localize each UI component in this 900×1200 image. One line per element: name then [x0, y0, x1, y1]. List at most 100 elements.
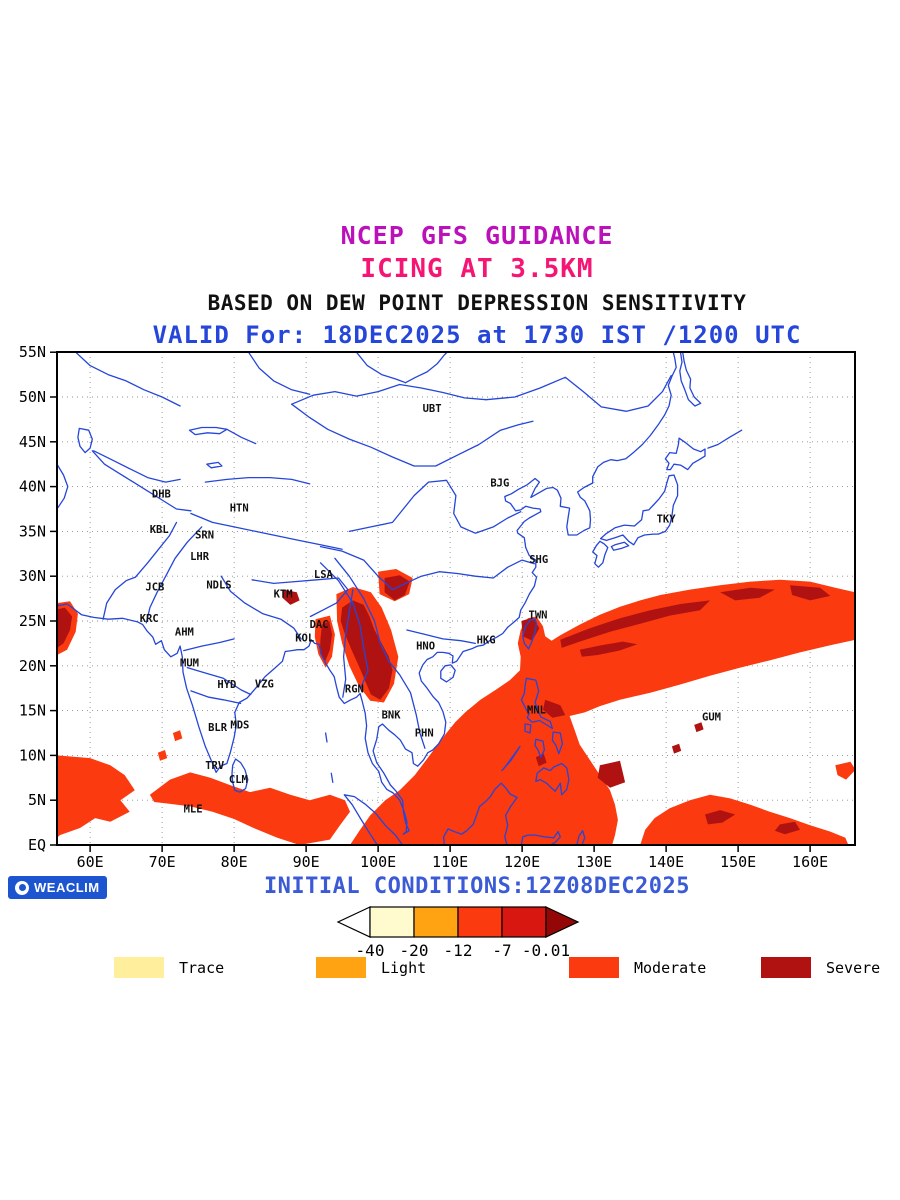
icing-region-moderate: [640, 794, 849, 845]
station-label-ndls: NDLS: [206, 580, 231, 592]
station-label-dhb: DHB: [152, 488, 171, 500]
station-label-htn: HTN: [230, 503, 249, 515]
station-label-mle: MLE: [184, 804, 203, 816]
lon-tick-label: 160E: [792, 853, 828, 870]
legend-label-light: Light: [381, 958, 427, 977]
legend-swatch-light: [316, 957, 366, 978]
icing-region-severe: [774, 821, 800, 835]
legend-item-light: Light: [316, 957, 426, 978]
colorbar-segment: [369, 906, 415, 938]
station-label-clm: CLM: [229, 774, 248, 786]
station-label-rgn: RGN: [345, 684, 364, 696]
page-title: NCEP GFS GUIDANCE: [340, 221, 614, 250]
lat-tick-label: 30N: [19, 567, 46, 585]
icing-region-severe: [720, 587, 775, 601]
icing-regions-layer: [57, 569, 855, 845]
coastlines-layer: [57, 352, 743, 845]
icing-region-severe: [319, 621, 332, 663]
lon-tick-label: 140E: [648, 853, 684, 870]
icing-region-severe: [282, 589, 300, 605]
station-label-hyd: HYD: [217, 679, 236, 691]
legend-item-moderate: Moderate: [569, 957, 706, 978]
station-label-hkg: HKG: [477, 634, 496, 646]
lon-tick-label: 80E: [221, 853, 248, 870]
icing-region-severe: [543, 699, 566, 718]
legend-swatch-moderate: [569, 957, 619, 978]
colorbar-segment: [413, 906, 459, 938]
station-label-bjg: BJG: [490, 478, 509, 490]
lat-tick-label: 15N: [19, 702, 46, 720]
station-label-ubt: UBT: [423, 403, 442, 415]
icing-region-moderate: [57, 755, 135, 838]
valid-time-line: VALID For: 18DEC2025 at 1730 IST /1200 U…: [152, 321, 802, 349]
lat-tick-label: 40N: [19, 478, 46, 496]
station-label-kbl: KBL: [150, 524, 169, 536]
map-plot: UBT BJG TKY SHG TWN HKG HNO DHB HTN KBL SRN LHR LSA J…: [19, 343, 856, 870]
station-label-krc: KRC: [140, 613, 159, 625]
station-label-phn: PHN: [415, 728, 434, 740]
station-label-ktm: KTM: [274, 589, 293, 601]
lon-tick-label: 150E: [720, 853, 756, 870]
initial-conditions-text: INITIAL CONDITIONS:12Z08DEC2025: [263, 874, 691, 899]
colorbar-arrow-right: [545, 906, 580, 938]
legend-item-severe: Severe: [761, 957, 880, 978]
colorbar-tick-label: -20: [400, 941, 429, 960]
lon-tick-label: 110E: [432, 853, 468, 870]
station-label-tky: TKY: [657, 513, 677, 525]
station-label-lsa: LSA: [314, 569, 334, 581]
colorbar-tick-label: -7: [492, 941, 511, 960]
map-layers: UBT BJG TKY SHG TWN HKG HNO DHB HTN KBL SRN LHR LSA J…: [57, 352, 855, 845]
icing-region-moderate: [350, 579, 855, 845]
legend-label-severe: Severe: [826, 958, 881, 977]
icing-region-moderate: [157, 750, 168, 761]
icing-region-severe: [790, 585, 831, 601]
station-label-blr: BLR: [208, 722, 228, 734]
lat-tick-label: 10N: [19, 746, 46, 764]
icing-region-severe: [579, 641, 638, 657]
chart-description: BASED ON DEW POINT DEPRESSION SENSITIVIT…: [207, 291, 747, 315]
icing-region-severe: [694, 722, 704, 733]
icing-region-severe: [521, 617, 540, 641]
station-label-lhr: LHR: [190, 551, 210, 563]
station-label-mum: MUM: [180, 658, 199, 670]
station-label-kol: KOL: [295, 633, 314, 645]
legend-label-moderate: Moderate: [634, 958, 707, 977]
lon-tick-label: 120E: [504, 853, 540, 870]
lat-tick-label: 45N: [19, 433, 46, 451]
station-label-trv: TRV: [205, 760, 225, 772]
legend-swatch-trace: [114, 957, 164, 978]
station-label-dac: DAC: [310, 619, 329, 631]
station-labels-layer: UBT BJG TKY SHG TWN HKG HNO DHB HTN KBL SRN LHR LSA J…: [140, 403, 721, 816]
icing-region-severe: [535, 753, 547, 767]
station-label-twn: TWN: [529, 609, 548, 621]
station-label-mds: MDS: [230, 720, 249, 732]
colorbar-tick-label: -0.01: [522, 941, 570, 960]
lon-tick-label: 70E: [149, 853, 176, 870]
legend-item-trace: Trace: [114, 957, 224, 978]
logo-text: WEACLIM: [34, 880, 100, 895]
station-label-mnl: MNL: [527, 704, 546, 716]
weaclim-logo: WEACLIM: [8, 876, 107, 899]
lon-tick-label: 60E: [77, 853, 104, 870]
icing-region-severe: [560, 600, 710, 648]
legend-swatch-severe: [761, 957, 811, 978]
icing-region-moderate: [149, 772, 350, 845]
colorbar-segment: [457, 906, 503, 938]
lat-tick-label: EQ: [28, 836, 46, 854]
lat-tick-label: 25N: [19, 612, 46, 630]
station-label-bnk: BNK: [382, 710, 402, 722]
colorbar-svg: -40 -20 -12 -7 -0.01: [336, 906, 580, 960]
station-label-srn: SRN: [195, 530, 214, 542]
colorbar-segment: [501, 906, 547, 938]
lat-tick-label: 50N: [19, 388, 46, 406]
icing-region-severe: [705, 810, 736, 825]
lat-tick-label: 35N: [19, 522, 46, 540]
lon-tick-label: 130E: [576, 853, 612, 870]
legend-label-trace: Trace: [179, 958, 225, 977]
map-frame: [56, 351, 856, 846]
colorbar: -40 -20 -12 -7 -0.01: [330, 903, 594, 965]
icing-region-severe: [57, 607, 73, 648]
station-label-ahm: AHM: [175, 626, 194, 638]
lon-tick-label: 100E: [360, 853, 396, 870]
